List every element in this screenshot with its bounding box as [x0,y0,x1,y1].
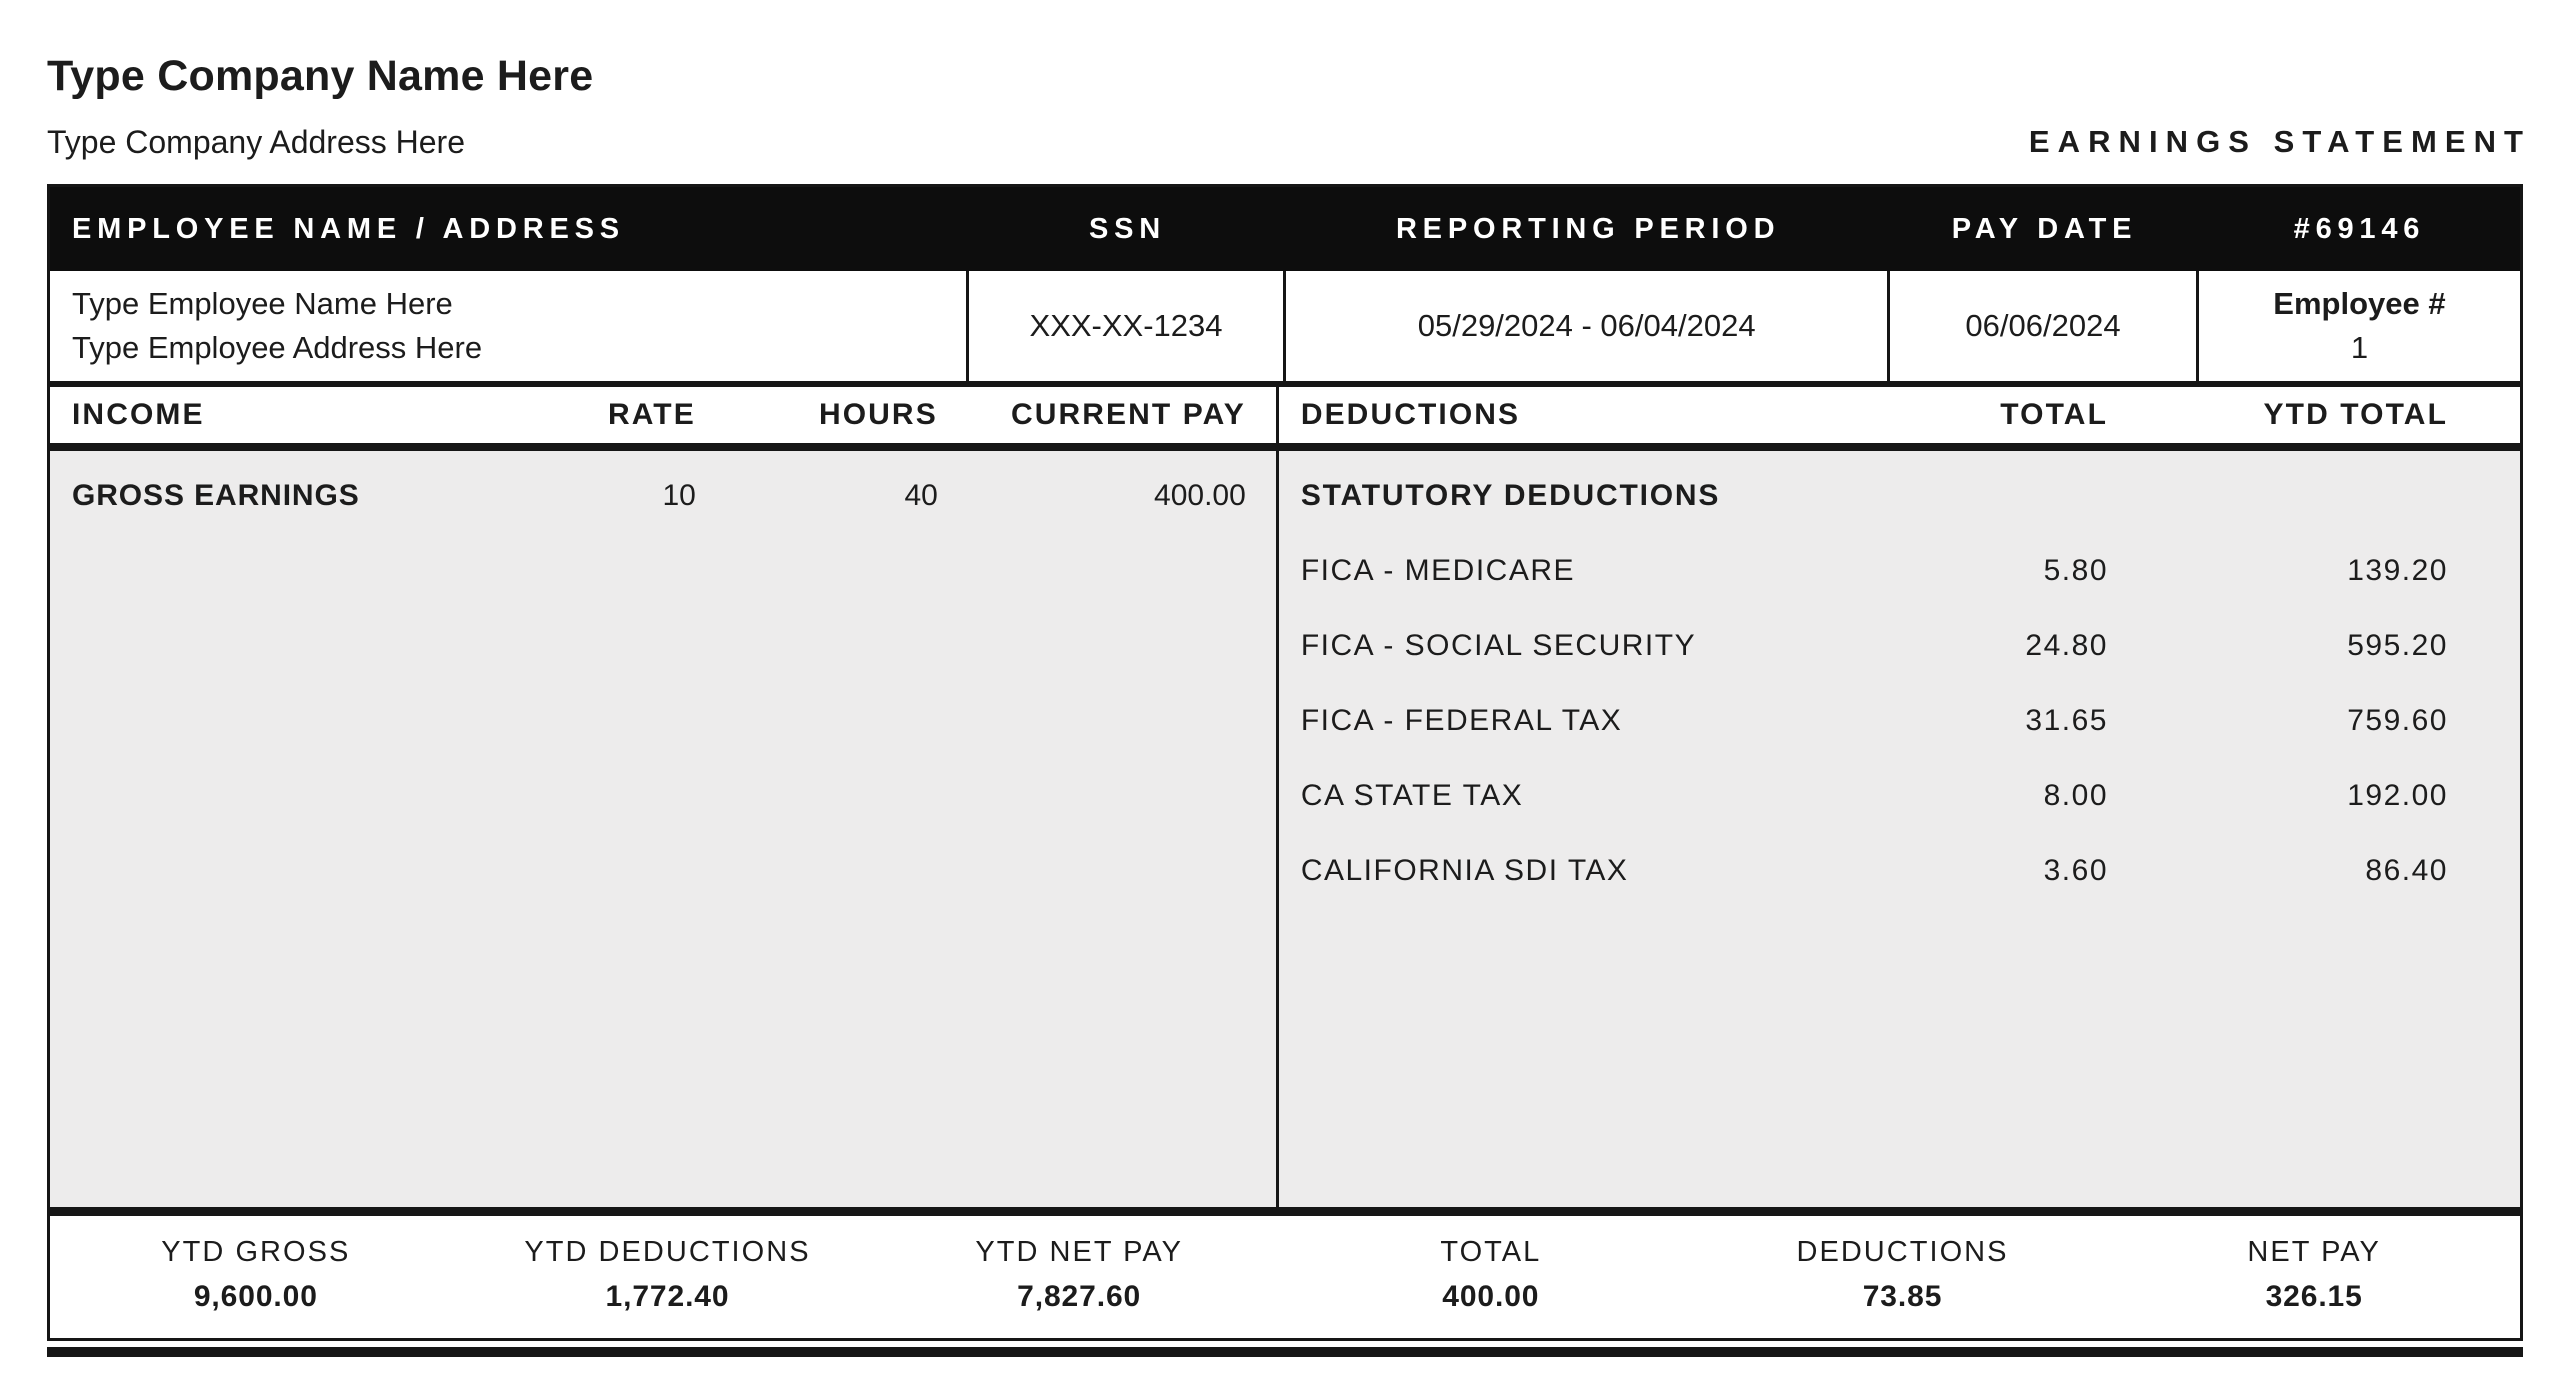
deductions-value: 73.85 [1862,1280,1943,1313]
ssn-value: XXX-XX-1234 [969,271,1287,381]
summary-ytd-gross: YTD GROSS 9,600.00 [50,1234,462,1316]
deduction-label: CALIFORNIA SDI TAX [1300,853,1629,887]
employee-address-placeholder[interactable]: Type Employee Address Here [72,330,483,365]
summary-deductions: DEDUCTIONS 73.85 [1697,1234,2109,1316]
deductions-header: DEDUCTIONS [1300,398,1521,431]
earnings-statement-page: Type Company Name Here Type Company Addr… [47,0,2523,1357]
rate-header: RATE [607,398,696,431]
hours-header: HOURS [818,398,938,431]
deduction-ytd: 192.00 [2347,778,2448,812]
deduction-label: FICA - SOCIAL SECURITY [1300,628,1697,662]
current-pay-header: CURRENT PAY [1011,398,1246,431]
income-header: INCOME [72,398,205,431]
income-column-headers: INCOME RATE HOURS CURRENT PAY [50,387,1279,443]
statement-header-band: EMPLOYEE NAME / ADDRESS SSN REPORTING PE… [50,187,2520,271]
summary-ytd-net-pay: YTD NET PAY 7,827.60 [873,1234,1285,1316]
income-section: GROSS EARNINGS 10 40 400.00 [50,451,1279,1207]
employee-number-cell: Employee # 1 [2199,271,2520,381]
deduction-row-fica-medicare: FICA - MEDICARE 5.80 139.20 [1301,533,2448,608]
deduction-row-ca-state-tax: CA STATE TAX 8.00 192.00 [1301,758,2448,833]
summary-footer: YTD GROSS 9,600.00 YTD DEDUCTIONS 1,772.… [50,1207,2520,1338]
income-row-gross-earnings: GROSS EARNINGS 10 40 400.00 [72,459,1246,533]
deduction-label: FICA - MEDICARE [1300,553,1576,587]
deduction-ytd: 595.20 [2347,628,2448,662]
employee-number-value: 1 [2350,330,2369,365]
ytd-deductions-label: YTD DEDUCTIONS [524,1236,811,1268]
ytd-deductions-value: 1,772.40 [605,1280,730,1313]
deduction-total: 8.00 [2043,778,2108,812]
deduction-label: CA STATE TAX [1300,778,1524,812]
statement-number: #69146 [2293,212,2426,245]
statement-body: GROSS EARNINGS 10 40 400.00 STATUTORY DE… [50,451,2520,1207]
ytd-net-pay-label: YTD NET PAY [975,1236,1183,1268]
net-pay-label: NET PAY [2247,1236,2381,1268]
deduction-total: 31.65 [2025,703,2108,737]
employee-number-label: Employee # [2273,286,2446,321]
summary-total: TOTAL 400.00 [1285,1234,1697,1316]
deduction-label: FICA - FEDERAL TAX [1300,703,1623,737]
pay-date-value: 06/06/2024 [1890,271,2199,381]
employee-info-row: Type Employee Name Here Type Employee Ad… [50,271,2520,387]
gross-earnings-hours: 40 [904,479,938,512]
company-name-placeholder[interactable]: Type Company Name Here [47,52,594,100]
deduction-row-fica-social-security: FICA - SOCIAL SECURITY 24.80 595.20 [1301,608,2448,683]
deduction-ytd: 86.40 [2365,853,2448,887]
total-header: TOTAL [2000,398,2108,431]
ytd-total-header: YTD TOTAL [2263,398,2448,431]
deductions-column-headers: DEDUCTIONS TOTAL YTD TOTAL [1279,387,2520,443]
employee-name-address-cell: Type Employee Name Here Type Employee Ad… [50,271,969,381]
ssn-header: SSN [1089,212,1167,245]
summary-ytd-deductions: YTD DEDUCTIONS 1,772.40 [462,1234,874,1316]
statutory-deductions-label: STATUTORY DEDUCTIONS [1300,479,1721,512]
reporting-period-value: 05/29/2024 - 06/04/2024 [1286,271,1891,381]
deductions-section: STATUTORY DEDUCTIONS FICA - MEDICARE 5.8… [1279,451,2520,1207]
deduction-row-fica-federal-tax: FICA - FEDERAL TAX 31.65 759.60 [1301,683,2448,758]
bottom-divider-bar [47,1347,2523,1357]
gross-earnings-label: GROSS EARNINGS [72,479,360,512]
deduction-total: 24.80 [2025,628,2108,662]
deduction-total: 5.80 [2043,553,2108,587]
ytd-net-pay-value: 7,827.60 [1017,1280,1142,1313]
gross-earnings-current-pay: 400.00 [1154,479,1246,512]
ytd-gross-value: 9,600.00 [193,1280,318,1313]
deduction-ytd: 759.60 [2347,703,2448,737]
table-column-headers: INCOME RATE HOURS CURRENT PAY DEDUCTIONS… [50,387,2520,451]
summary-net-pay: NET PAY 326.15 [2108,1234,2520,1316]
deductions-label: DEDUCTIONS [1796,1236,2009,1268]
total-label: TOTAL [1440,1236,1542,1268]
employee-name-placeholder[interactable]: Type Employee Name Here [72,286,453,321]
total-value: 400.00 [1442,1280,1540,1313]
company-address-placeholder[interactable]: Type Company Address Here [47,124,465,160]
statement-table: EMPLOYEE NAME / ADDRESS SSN REPORTING PE… [47,184,2523,1341]
deduction-row-california-sdi-tax: CALIFORNIA SDI TAX 3.60 86.40 [1301,833,2448,908]
reporting-period-header: REPORTING PERIOD [1395,212,1781,245]
gross-earnings-rate: 10 [662,479,696,512]
pay-date-header: PAY DATE [1951,212,2138,245]
document-header: Type Company Name Here Type Company Addr… [47,0,2523,184]
employee-name-address-header: EMPLOYEE NAME / ADDRESS [72,212,625,245]
net-pay-value: 326.15 [2265,1280,2363,1313]
deduction-ytd: 139.20 [2347,553,2448,587]
ytd-gross-label: YTD GROSS [161,1236,351,1268]
document-title: EARNINGS STATEMENT [2028,124,2532,159]
deduction-total: 3.60 [2043,853,2108,887]
